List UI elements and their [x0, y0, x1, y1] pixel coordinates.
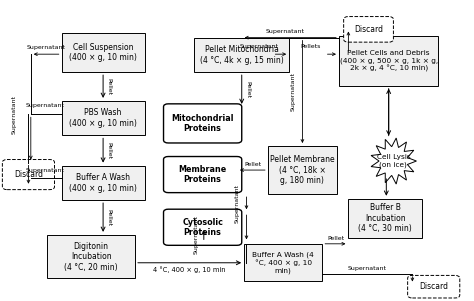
Text: Buffer A Wash (4
°C, 400 × g, 10
min): Buffer A Wash (4 °C, 400 × g, 10 min): [252, 252, 314, 274]
Text: Pellet: Pellet: [245, 81, 250, 98]
FancyBboxPatch shape: [268, 146, 337, 194]
Text: Pellet Membrane
(4 °C, 18k ×
g, 180 min): Pellet Membrane (4 °C, 18k × g, 180 min): [270, 155, 335, 185]
FancyBboxPatch shape: [348, 199, 422, 238]
Text: Cell Suspension
(400 × g, 10 min): Cell Suspension (400 × g, 10 min): [69, 43, 137, 62]
Text: Buffer A Wash
(400 × g, 10 min): Buffer A Wash (400 × g, 10 min): [69, 173, 137, 193]
FancyBboxPatch shape: [244, 244, 322, 281]
Text: Discard: Discard: [419, 282, 448, 291]
Text: Supernatant: Supernatant: [194, 215, 199, 254]
Text: Pellets: Pellets: [301, 44, 320, 49]
Text: Supernatant: Supernatant: [239, 44, 278, 49]
Text: Cell Lysis
(on ice): Cell Lysis (on ice): [377, 154, 410, 168]
Text: Supernatant: Supernatant: [265, 29, 304, 34]
Text: Pellet: Pellet: [244, 162, 261, 167]
FancyBboxPatch shape: [339, 36, 438, 86]
FancyBboxPatch shape: [47, 235, 135, 278]
FancyBboxPatch shape: [62, 101, 145, 135]
Text: Pellet Cells and Debris
(400 × g, 500 × g, 1k × g,
2k × g, 4 °C, 10 min): Pellet Cells and Debris (400 × g, 500 × …: [339, 50, 438, 72]
Text: Supernatant: Supernatant: [26, 103, 64, 108]
Text: Supernatant: Supernatant: [291, 72, 295, 111]
Text: Supernatant: Supernatant: [12, 95, 17, 134]
Text: Cytosolic
Proteins: Cytosolic Proteins: [182, 218, 223, 237]
Text: Pellet: Pellet: [107, 142, 112, 159]
Text: Supernatant: Supernatant: [348, 266, 387, 271]
FancyBboxPatch shape: [194, 38, 289, 72]
Text: Pellet: Pellet: [107, 209, 112, 226]
Text: Buffer B
Incubation
(4 °C, 30 min): Buffer B Incubation (4 °C, 30 min): [358, 203, 412, 233]
Text: Supernatant: Supernatant: [26, 168, 64, 173]
FancyBboxPatch shape: [2, 160, 55, 190]
Text: Supernatant: Supernatant: [27, 45, 66, 50]
Text: Discard: Discard: [354, 25, 383, 34]
Text: Discard: Discard: [14, 170, 43, 179]
Polygon shape: [371, 138, 417, 184]
Text: Pellet: Pellet: [107, 78, 112, 95]
Text: Supernatant: Supernatant: [234, 184, 239, 223]
FancyBboxPatch shape: [344, 17, 393, 42]
FancyBboxPatch shape: [164, 104, 242, 143]
Text: Pellet: Pellet: [327, 236, 344, 241]
Text: Pellet Mitochondria
(4 °C, 4k × g, 15 min): Pellet Mitochondria (4 °C, 4k × g, 15 mi…: [200, 45, 283, 65]
Text: Digitonin
Incubation
(4 °C, 20 min): Digitonin Incubation (4 °C, 20 min): [64, 242, 118, 272]
Text: Membrane
Proteins: Membrane Proteins: [179, 165, 227, 184]
FancyBboxPatch shape: [62, 166, 145, 200]
FancyBboxPatch shape: [164, 157, 242, 193]
Text: Mitochondrial
Proteins: Mitochondrial Proteins: [172, 114, 234, 133]
Text: PBS Wash
(400 × g, 10 min): PBS Wash (400 × g, 10 min): [69, 108, 137, 128]
FancyBboxPatch shape: [164, 209, 242, 245]
FancyBboxPatch shape: [62, 33, 145, 72]
Text: 4 °C, 400 × g, 10 min: 4 °C, 400 × g, 10 min: [154, 266, 226, 273]
FancyBboxPatch shape: [408, 275, 460, 298]
